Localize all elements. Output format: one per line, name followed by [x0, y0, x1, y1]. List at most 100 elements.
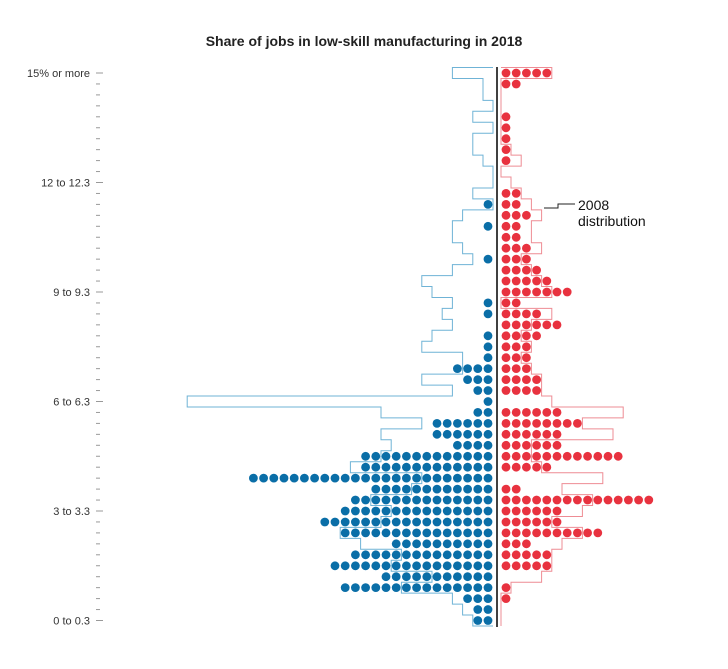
right-dot [532, 550, 541, 559]
right-dot [502, 441, 511, 450]
left-dot [402, 485, 411, 494]
y-tick-label: 6 to 6.3 [53, 397, 90, 409]
left-dot [361, 496, 370, 505]
right-dot [502, 583, 511, 592]
left-dot [392, 539, 401, 548]
left-dot [361, 529, 370, 538]
right-dot [532, 288, 541, 297]
left-dot [484, 331, 493, 340]
left-dot [392, 561, 401, 570]
right-dot [522, 211, 531, 220]
right-dot [502, 518, 511, 527]
right-dot [502, 386, 511, 395]
right-dot [502, 594, 511, 603]
left-dot [443, 496, 452, 505]
left-dot [412, 452, 421, 461]
left-dot [382, 485, 391, 494]
right-dot [502, 277, 511, 286]
right-dot [532, 441, 541, 450]
left-dot [371, 529, 380, 538]
left-dot [443, 463, 452, 472]
right-dot [522, 266, 531, 275]
y-axis: 15% or more12 to 12.39 to 9.36 to 6.33 t… [27, 68, 103, 628]
right-dot [502, 299, 511, 308]
left-dot [463, 430, 472, 439]
left-dot [473, 474, 482, 483]
left-dot [382, 572, 391, 581]
left-dot [402, 452, 411, 461]
right-dot [522, 408, 531, 417]
left-dot [473, 419, 482, 428]
left-dot [402, 518, 411, 527]
right-dot [522, 561, 531, 570]
right-dot [542, 408, 551, 417]
left-dot [422, 452, 431, 461]
right-dot [522, 364, 531, 373]
right-dot [563, 529, 572, 538]
left-dot [453, 452, 462, 461]
left-dot [473, 529, 482, 538]
right-dot [522, 507, 531, 516]
left-dot [331, 474, 340, 483]
left-dot [463, 583, 472, 592]
right-dot [522, 430, 531, 439]
right-dot [522, 321, 531, 330]
left-dot [473, 518, 482, 527]
right-dot [512, 485, 521, 494]
left-dot [351, 474, 360, 483]
right-dot [512, 539, 521, 548]
left-dot [484, 518, 493, 527]
left-dot [463, 419, 472, 428]
left-dot [361, 561, 370, 570]
left-dot [361, 452, 370, 461]
left-dot [453, 550, 462, 559]
left-dot [392, 583, 401, 592]
left-dot [412, 561, 421, 570]
annotation-line2: distribution [578, 213, 646, 229]
right-dot [512, 518, 521, 527]
left-dot [463, 550, 472, 559]
left-dot [382, 474, 391, 483]
right-dot [583, 496, 592, 505]
right-dot [512, 496, 521, 505]
right-dot [532, 561, 541, 570]
left-dot [484, 430, 493, 439]
left-dot [300, 474, 309, 483]
left-dot [473, 452, 482, 461]
right-dot [502, 550, 511, 559]
left-dot [361, 518, 370, 527]
right-dot [644, 496, 653, 505]
right-dot [502, 310, 511, 319]
left-dot [341, 474, 350, 483]
right-dot [512, 430, 521, 439]
left-dot [473, 386, 482, 395]
left-dot [484, 594, 493, 603]
left-dot [463, 496, 472, 505]
left-dot [402, 539, 411, 548]
left-dot [484, 299, 493, 308]
left-dot [443, 561, 452, 570]
right-dot [532, 452, 541, 461]
left-dot [463, 529, 472, 538]
left-dot [433, 463, 442, 472]
right-dot [532, 507, 541, 516]
right-dot [563, 419, 572, 428]
left-dot [402, 583, 411, 592]
left-dot [453, 561, 462, 570]
left-dot [422, 496, 431, 505]
right-dot [502, 452, 511, 461]
left-dot [484, 397, 493, 406]
left-dot [351, 529, 360, 538]
left-dot [422, 583, 431, 592]
right-dot [502, 331, 511, 340]
left-dot [484, 474, 493, 483]
left-dot [341, 529, 350, 538]
left-dot [473, 616, 482, 625]
left-dot [412, 474, 421, 483]
right-dot [502, 222, 511, 231]
right-dot [522, 386, 531, 395]
right-dot [502, 156, 511, 165]
right-dot [512, 299, 521, 308]
left-dot [320, 474, 329, 483]
right-dot [512, 189, 521, 198]
